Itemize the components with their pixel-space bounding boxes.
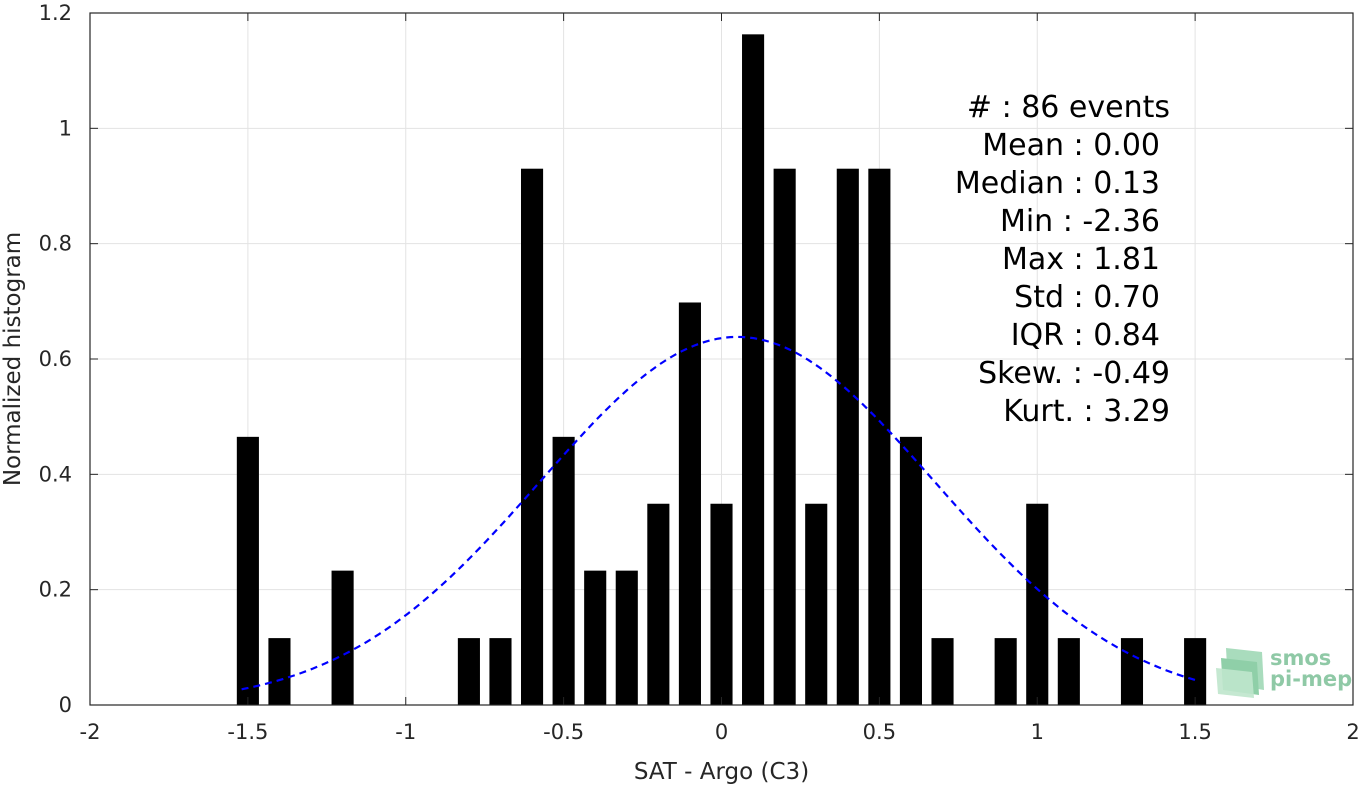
bar bbox=[742, 34, 765, 705]
x-tick-label: -0.5 bbox=[543, 720, 584, 744]
bar bbox=[678, 302, 701, 705]
bar bbox=[710, 503, 733, 705]
bar bbox=[489, 638, 512, 705]
bar-series bbox=[236, 34, 1207, 705]
bar bbox=[931, 638, 954, 705]
bar bbox=[520, 168, 544, 705]
stat-line: Kurt. : 3.29 bbox=[1003, 394, 1170, 429]
x-tick-label: 2 bbox=[1346, 720, 1359, 744]
y-tick-labels: 0 0.2 0.4 0.6 0.8 1 1.2 bbox=[39, 1, 72, 717]
bar bbox=[647, 503, 670, 705]
x-axis-label: SAT - Argo (C3) bbox=[634, 759, 809, 785]
normal-fit-curve bbox=[241, 335, 1196, 691]
bar bbox=[868, 168, 891, 705]
x-tick-label: 1 bbox=[1031, 720, 1044, 744]
logo-text-line1: smos bbox=[1270, 646, 1331, 670]
x-tick-label: -2 bbox=[80, 720, 101, 744]
x-tick-labels: -2 -1.5 -1 -0.5 0 0.5 1 1.5 2 bbox=[80, 720, 1360, 744]
bar bbox=[615, 570, 638, 705]
bar bbox=[773, 168, 796, 705]
stat-line: Mean : 0.00 bbox=[982, 128, 1160, 163]
y-tick-label: 1 bbox=[59, 116, 72, 140]
y-tick-label: 0.6 bbox=[39, 347, 72, 371]
bar bbox=[236, 436, 259, 705]
logo-text-line2: pi-mep bbox=[1270, 667, 1352, 691]
bar bbox=[268, 638, 291, 705]
y-tick-label: 0.2 bbox=[39, 578, 72, 602]
stat-line: Std : 0.70 bbox=[1014, 280, 1160, 315]
x-tick-label: 0 bbox=[715, 720, 728, 744]
stat-line: Min : -2.36 bbox=[1000, 204, 1160, 239]
bar bbox=[1184, 638, 1207, 705]
stat-line: Skew. : -0.49 bbox=[978, 356, 1170, 391]
bar bbox=[552, 436, 575, 705]
bar bbox=[331, 570, 354, 705]
stat-line: # : 86 events bbox=[967, 90, 1170, 125]
y-tick-label: 0.8 bbox=[39, 232, 72, 256]
y-tick-label: 0 bbox=[59, 693, 72, 717]
bar bbox=[1057, 638, 1080, 705]
x-tick-label: 0.5 bbox=[863, 720, 896, 744]
y-axis-label: Normalized histogram bbox=[0, 232, 26, 486]
bar bbox=[584, 570, 607, 705]
x-tick-label: -1.5 bbox=[227, 720, 268, 744]
bar bbox=[1026, 503, 1049, 705]
x-tick-label: -1 bbox=[395, 720, 416, 744]
bar bbox=[457, 638, 480, 705]
bar bbox=[836, 168, 859, 705]
y-tick-label: 0.4 bbox=[39, 462, 72, 486]
bar bbox=[994, 638, 1017, 705]
bar bbox=[899, 436, 923, 705]
stat-line: IQR : 0.84 bbox=[1011, 318, 1160, 353]
axis-ticks bbox=[89, 12, 1354, 706]
stat-line: Median : 0.13 bbox=[955, 166, 1160, 201]
stat-line: Max : 1.81 bbox=[1002, 242, 1160, 277]
smos-pi-mep-logo: smos pi-mep bbox=[1216, 646, 1352, 698]
y-tick-label: 1.2 bbox=[39, 1, 72, 25]
bar bbox=[1120, 638, 1144, 705]
bar bbox=[805, 503, 828, 705]
x-tick-label: 1.5 bbox=[1178, 720, 1211, 744]
logo-layers-icon bbox=[1216, 648, 1264, 698]
